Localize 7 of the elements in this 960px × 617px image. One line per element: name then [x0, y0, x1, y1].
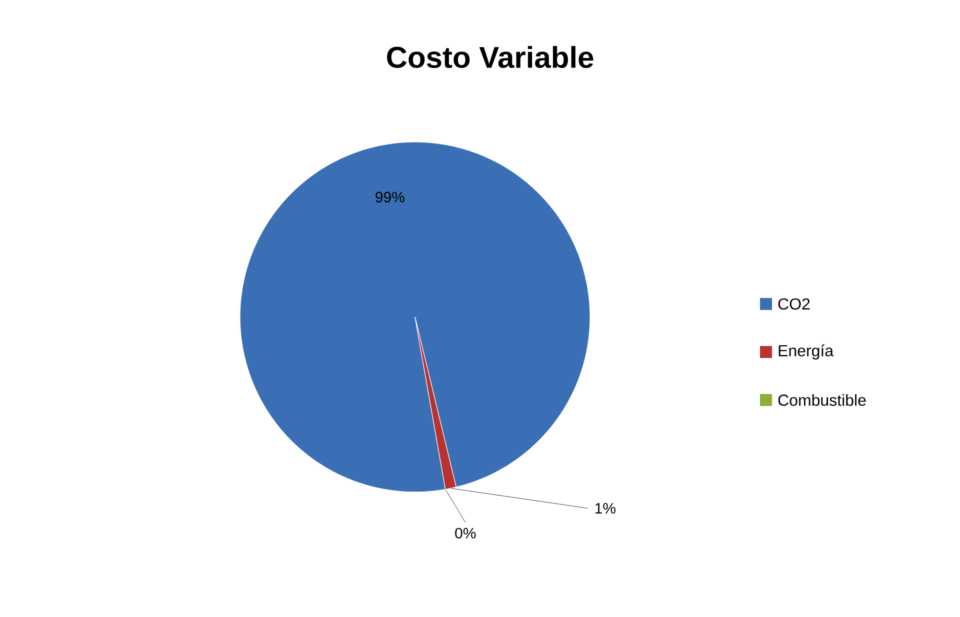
chart-title: Costo Variable [387, 46, 594, 68]
data-label: 99% [376, 192, 404, 202]
text: 0% [455, 528, 476, 538]
legend-label: Combustible [778, 394, 866, 406]
legend-label: Energía [778, 344, 834, 360]
data-label: 1% [595, 503, 616, 514]
legend-label: CO2 [778, 298, 810, 310]
